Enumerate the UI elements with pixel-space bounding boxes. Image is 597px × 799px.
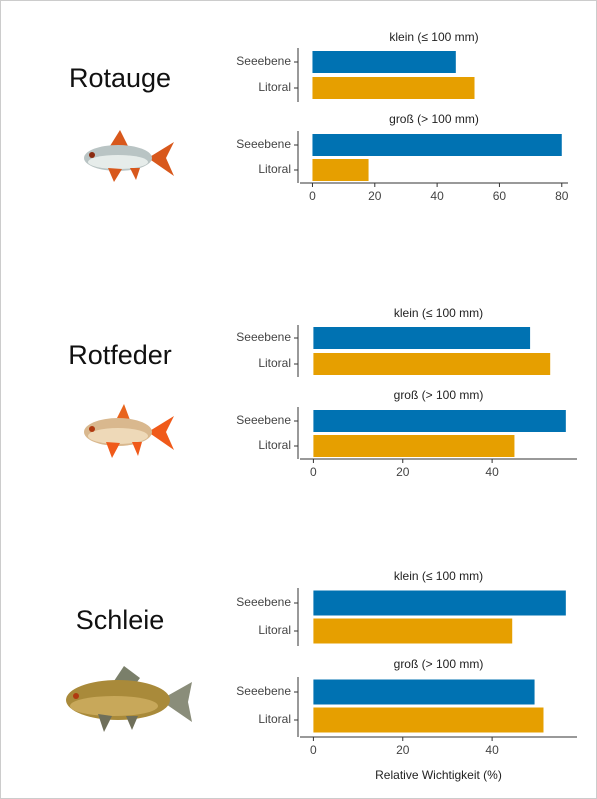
bar	[313, 679, 535, 705]
y-tick-label: Litoral	[258, 80, 291, 94]
x-tick-label: 20	[396, 465, 410, 479]
x-axis-label: Relative Wichtigkeit (%)	[375, 768, 502, 782]
fish-name: Rotfeder	[68, 340, 172, 370]
facet-title: klein (≤ 100 mm)	[389, 30, 478, 44]
fish-name: Rotauge	[69, 63, 171, 93]
bar	[313, 707, 544, 733]
bar	[312, 51, 456, 73]
y-tick-label: Seeebene	[236, 54, 291, 68]
x-tick-label: 0	[310, 465, 317, 479]
x-tick-label: 0	[309, 189, 316, 203]
bar	[313, 590, 566, 616]
facet-title: groß (> 100 mm)	[389, 112, 479, 126]
facet-title: groß (> 100 mm)	[394, 388, 484, 402]
bar	[313, 435, 515, 457]
fish-rotauge	[84, 130, 174, 182]
y-tick-label: Seeebene	[236, 413, 291, 427]
fish-rotfeder	[84, 404, 174, 458]
bar	[312, 77, 475, 99]
x-tick-label: 0	[310, 743, 317, 757]
y-tick-label: Seeebene	[236, 684, 291, 698]
facet-title: klein (≤ 100 mm)	[394, 306, 483, 320]
fish-name: Schleie	[76, 605, 165, 635]
facet-title: groß (> 100 mm)	[394, 657, 484, 671]
y-tick-label: Litoral	[258, 712, 291, 726]
y-tick-label: Litoral	[258, 162, 291, 176]
bar	[312, 159, 369, 181]
bar	[312, 134, 562, 156]
bar	[313, 327, 531, 349]
x-tick-label: 80	[555, 189, 569, 203]
fish-schleie	[66, 666, 192, 732]
bar	[313, 353, 551, 375]
x-tick-label: 40	[485, 743, 499, 757]
y-tick-label: Litoral	[258, 438, 291, 452]
bar	[313, 410, 566, 432]
x-tick-label: 40	[430, 189, 444, 203]
x-tick-label: 60	[493, 189, 507, 203]
y-tick-label: Litoral	[258, 623, 291, 637]
y-tick-label: Seeebene	[236, 330, 291, 344]
y-tick-label: Seeebene	[236, 137, 291, 151]
x-tick-label: 20	[368, 189, 382, 203]
y-tick-label: Litoral	[258, 356, 291, 370]
x-tick-label: 40	[485, 465, 499, 479]
x-tick-label: 20	[396, 743, 410, 757]
y-tick-label: Seeebene	[236, 595, 291, 609]
facet-title: klein (≤ 100 mm)	[394, 569, 483, 583]
bar	[313, 618, 513, 644]
